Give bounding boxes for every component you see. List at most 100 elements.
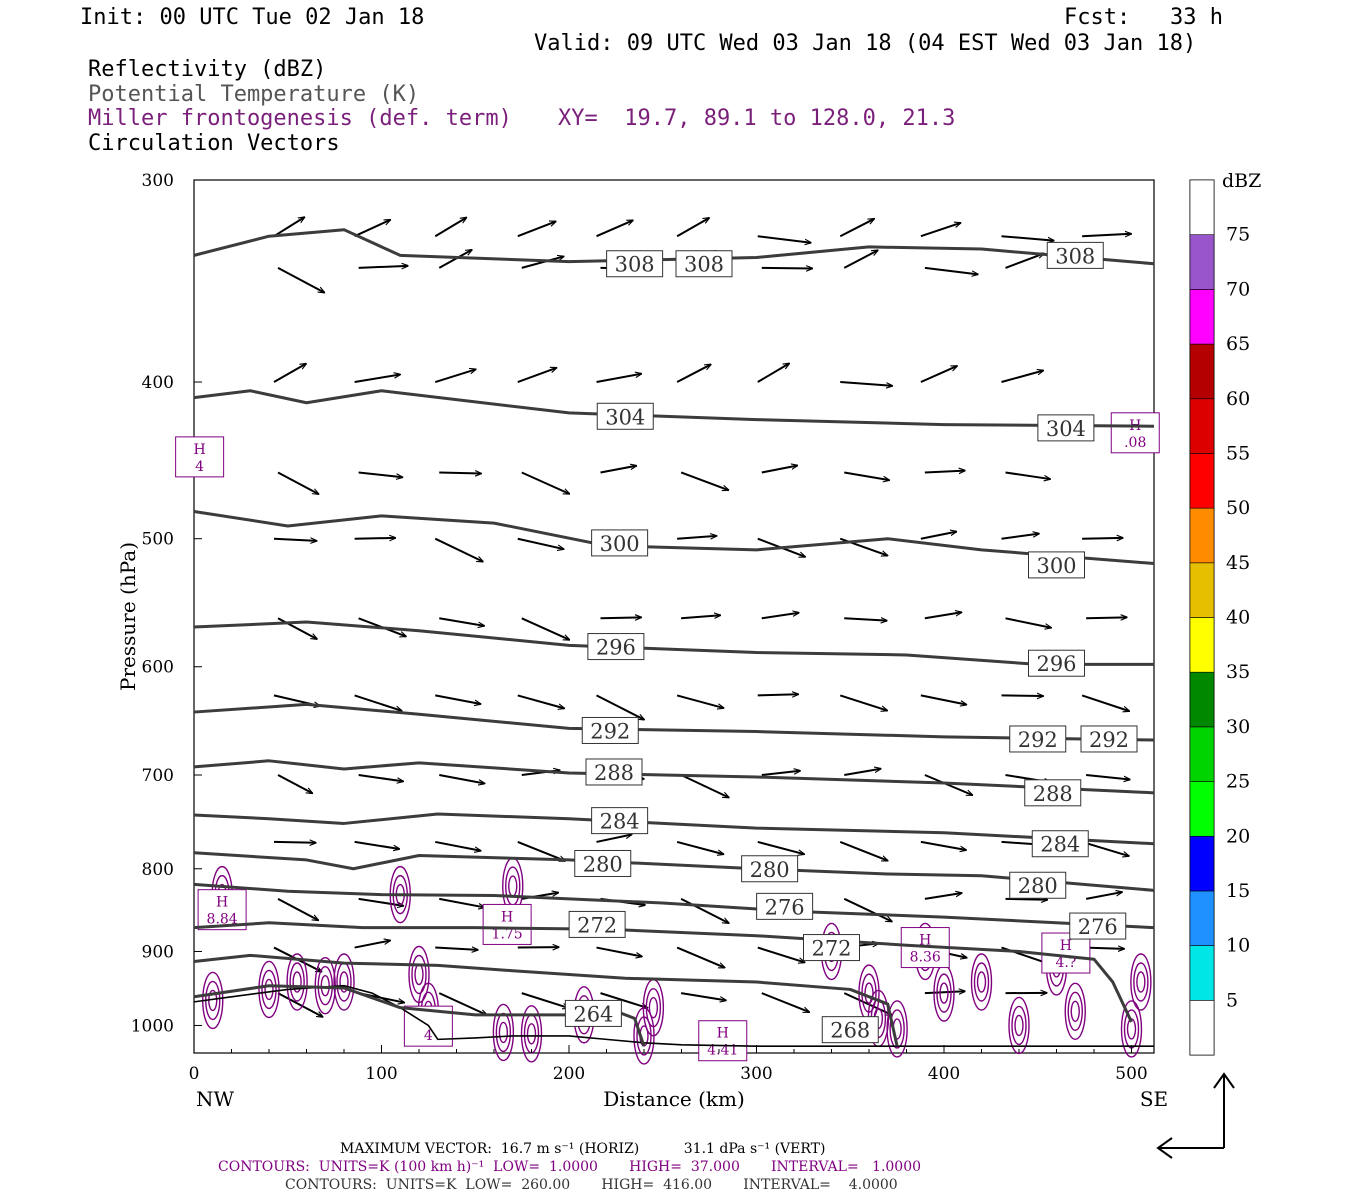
label-box [197,889,247,931]
theta-contour [193,953,899,1047]
frontogenesis-contour [414,963,424,986]
theta-contour-label: 292 [1080,725,1138,753]
circulation-vector [273,539,317,541]
circulation-vector [920,694,967,704]
colorbar-bin [1189,671,1215,728]
label-box [1009,725,1067,753]
label-box [1069,912,1127,940]
colorbar-bin [1189,562,1215,618]
frontogenesis-contour [508,875,518,897]
frontogenesis-max-label: H8.84 [197,889,247,931]
theta-contour [193,702,1155,742]
colorbar-bin [1189,179,1215,235]
frontogenesis-contour [411,954,427,995]
theta-contour-label: 304 [1037,414,1095,442]
label-text: 280 [1018,874,1058,898]
x-tick-label: 300 [740,1064,772,1084]
circulation-vector [680,992,726,1000]
circulation-vector [680,774,729,798]
frontogenesis-contour [526,1023,537,1045]
circulation-vector [1001,235,1054,240]
legend-circulation-vectors: Circulation Vectors [88,131,340,156]
valid-time: Valid: 09 UTC Wed 03 Jan 18 (04 EST Wed … [534,31,1197,56]
circulation-vector [843,992,892,1015]
circulation-vector [676,364,711,383]
circulation-vector [677,536,716,540]
theta-contour-label: 300 [1028,551,1085,579]
theta-contour-label: 268 [821,1016,879,1044]
circulation-vector [273,364,306,383]
label-box [482,903,532,945]
frontogenesis-contour [1064,982,1086,1040]
circulation-vector [277,774,312,793]
circulation-vector [521,992,569,1008]
circulation-vector [839,840,888,862]
theta-contour-note: CONTOURS: UNITS=K LOW= 260.00 HIGH= 416.… [285,1177,898,1193]
circulation-vector [920,532,957,540]
colorbar-label: 70 [1226,278,1250,300]
circulation-vector [843,250,878,269]
circulation-vector [924,612,962,620]
colorbar-label: 5 [1226,989,1238,1011]
label-box [1080,725,1138,753]
label-text: 304 [1046,417,1086,441]
label-text: 288 [1033,782,1073,806]
label-value: 1.75 [492,926,523,942]
colorbar-label: 65 [1226,333,1250,355]
frontogenesis-contour [292,971,302,993]
theta-contour-label: 276 [756,892,814,920]
circulation-vector [435,694,480,704]
frontogenesis-contour [495,1012,512,1053]
frontogenesis-contour [286,953,308,1011]
label-box [564,999,622,1027]
colorbar-label: 40 [1226,607,1250,629]
label-box [587,633,645,661]
x-end-label-se: SE [1140,1087,1168,1111]
frontogenesis-contour [973,962,990,1002]
theta-contour-label: 308 [675,250,733,278]
label-box [741,855,799,883]
colorbar-bin [1189,234,1215,290]
colorbar-bin [1189,289,1215,345]
label-text: 272 [811,937,851,961]
colorbar-bin [1189,726,1215,782]
label-text: 296 [596,636,636,660]
frontogenesis-contour [320,975,330,997]
legend-frontogenesis: Miller frontogenesis (def. term) [88,106,512,131]
label-value: 8.36 [910,950,941,966]
plot-border [193,179,1155,1054]
theta-contour-label: 308 [606,250,664,278]
x-tick-label: 500 [1115,1064,1147,1084]
theta-contour-label: 280 [741,855,799,883]
circulation-vector [676,840,723,854]
label-text: 264 [573,1002,613,1026]
y-tick-label: 400 [142,373,174,393]
label-box [698,1020,748,1062]
circulation-vector [1086,617,1127,618]
frontogenesis-contour [1133,962,1149,1002]
label-box [821,1016,879,1044]
circulation-vector [596,946,643,957]
colorbar-bin [1189,507,1215,564]
label-box [675,250,733,278]
label-box [756,892,814,920]
y-axis-label: Pressure (hPa) [116,542,140,691]
fronto-contour-note: CONTOURS: UNITS=K (100 km h)⁻¹ LOW= 1.00… [218,1159,922,1175]
circulation-vector [358,266,408,268]
y-tick-label: 900 [142,942,174,962]
frontogenesis-contour [498,1021,509,1044]
forecast-hour: Fcst: 33 h [1064,5,1223,30]
circulation-vector [354,694,402,710]
frontogenesis-contour [258,960,280,1019]
colorbar-label: 55 [1226,442,1250,464]
label-box [1009,871,1067,899]
circulation-vector [435,840,480,851]
circulation-vector [680,471,728,490]
circulation-vector [434,369,476,383]
circulation-vector [1086,773,1130,780]
frontogenesis-contour [523,1014,540,1054]
label-letter: H [501,909,513,925]
circulation-vector [517,220,556,238]
colorbar-label: 45 [1226,552,1250,574]
circulation-vector [681,615,720,620]
